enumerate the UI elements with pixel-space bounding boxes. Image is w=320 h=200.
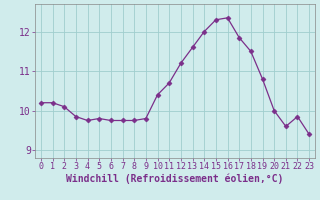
X-axis label: Windchill (Refroidissement éolien,°C): Windchill (Refroidissement éolien,°C) — [66, 174, 284, 184]
